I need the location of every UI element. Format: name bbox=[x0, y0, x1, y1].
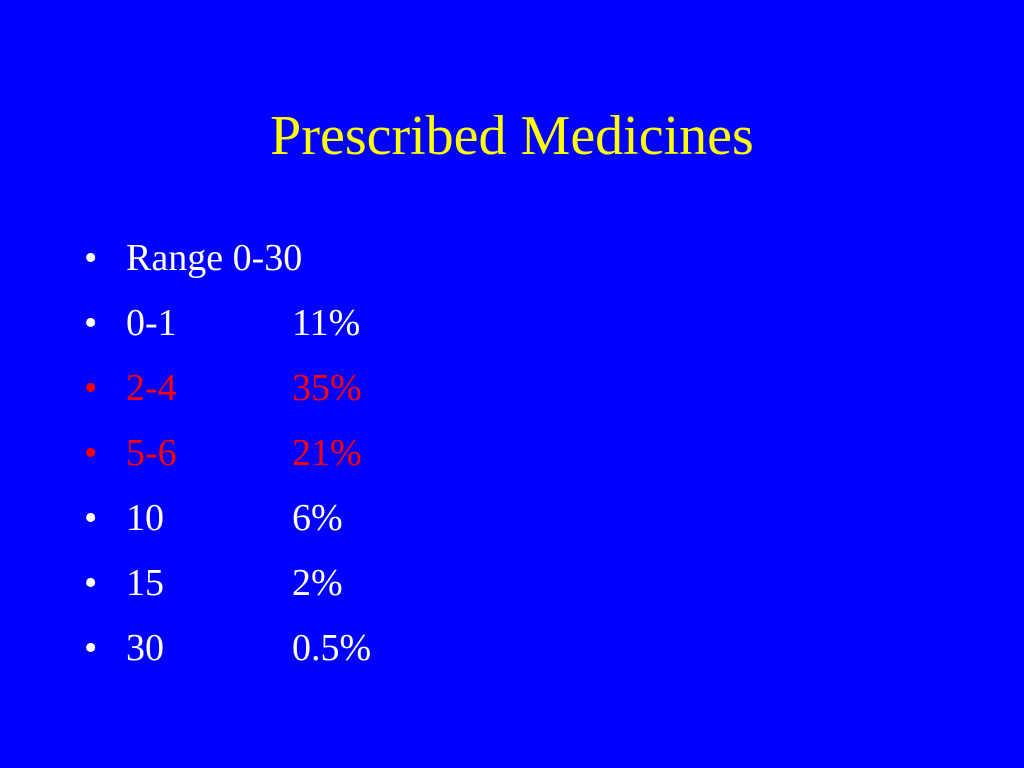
bullet-icon: • bbox=[84, 432, 98, 474]
bullet-value: 11% bbox=[292, 302, 361, 344]
bullet-icon: • bbox=[84, 237, 98, 279]
bullet-icon: • bbox=[84, 627, 98, 669]
bullet-value: 0.5% bbox=[292, 627, 372, 669]
bullet-label: 15 bbox=[126, 562, 164, 604]
bullet-label: 5-6 bbox=[126, 432, 177, 474]
bullet-label: Range 0-30 bbox=[126, 237, 303, 279]
bullet-label: 0-1 bbox=[126, 302, 177, 344]
bullet-icon: • bbox=[84, 367, 98, 409]
bullet-icon: • bbox=[84, 497, 98, 539]
bullet-icon: • bbox=[84, 562, 98, 604]
bullet-label: 30 bbox=[126, 627, 164, 669]
bullet-label: 2-4 bbox=[126, 367, 177, 409]
bullet-label: 10 bbox=[126, 497, 164, 539]
bullet-value: 21% bbox=[292, 432, 362, 474]
bullet-value: 6% bbox=[292, 497, 343, 539]
bullet-value: 35% bbox=[292, 367, 362, 409]
bullet-icon: • bbox=[84, 302, 98, 344]
bullet-value: 2% bbox=[292, 562, 343, 604]
slide-title: Prescribed Medicines bbox=[270, 105, 754, 167]
